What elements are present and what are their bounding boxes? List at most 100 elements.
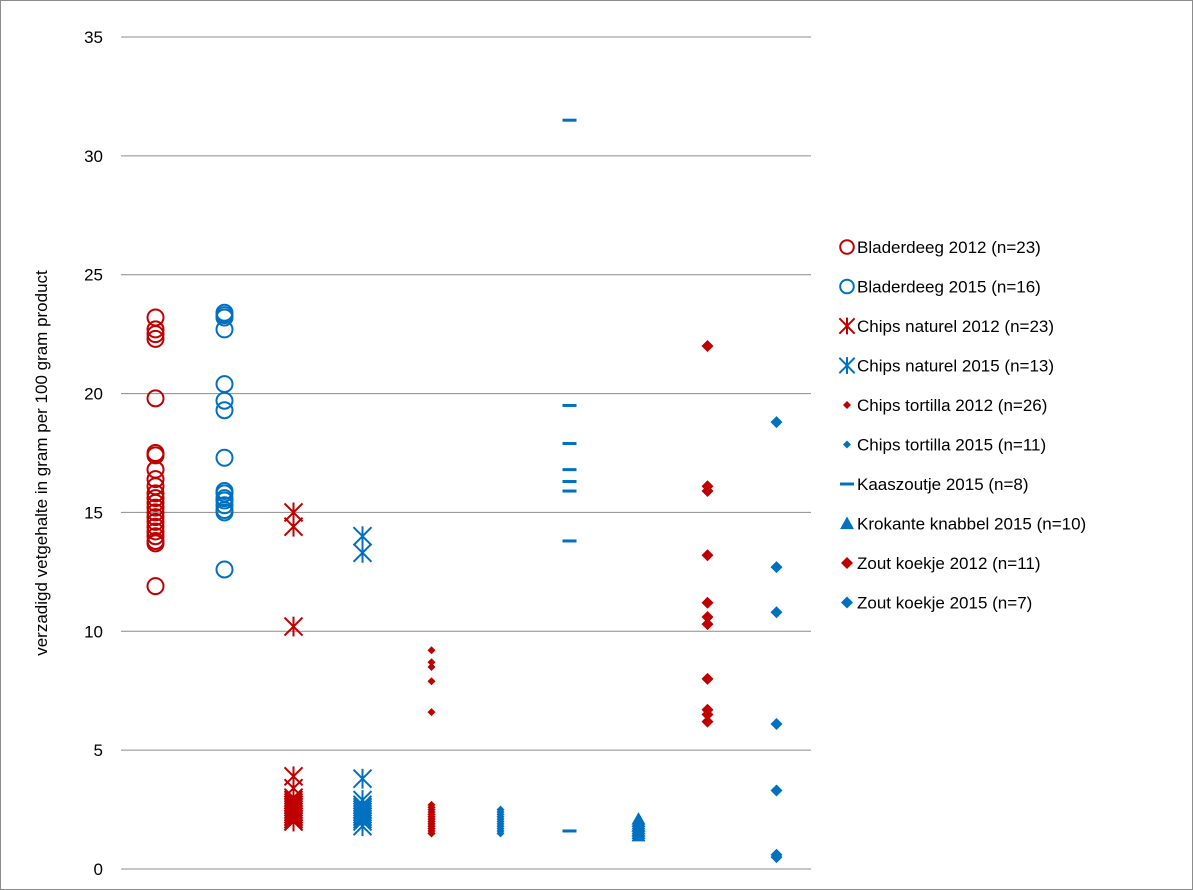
data-point (146, 522, 165, 541)
data-point (146, 320, 165, 339)
y-tick-label: 25 (84, 266, 103, 285)
data-point (701, 672, 714, 685)
legend-item: Chips naturel 2012 (n=23) (838, 317, 1054, 336)
data-point (562, 539, 577, 543)
data-point (146, 577, 165, 596)
data-point (701, 708, 714, 721)
legend-label: Bladerdeeg 2015 (n=16) (857, 278, 1041, 297)
data-point (146, 484, 165, 503)
data-points (146, 118, 783, 864)
y-tick-label: 20 (84, 385, 103, 404)
data-point (427, 708, 436, 717)
legend-marker (843, 440, 851, 449)
data-point (562, 118, 577, 122)
legend-item: Bladerdeeg 2012 (n=23) (839, 238, 1041, 257)
data-point (283, 616, 304, 637)
legend-label: Chips tortilla 2012 (n=26) (857, 396, 1047, 415)
legend-label: Bladerdeeg 2012 (n=23) (857, 238, 1041, 257)
data-point (283, 516, 304, 537)
legend-marker (841, 557, 853, 569)
data-point (427, 646, 436, 655)
data-point (215, 503, 234, 522)
data-point (215, 320, 234, 339)
data-point (146, 508, 165, 527)
y-tick-label: 35 (84, 28, 103, 47)
series-7 (562, 118, 577, 833)
legend-marker (843, 401, 851, 409)
y-axis-label: verzadigd vetgehalte in gram per 100 gra… (32, 270, 51, 656)
legend-label: Kaaszoutje 2015 (n=8) (857, 475, 1029, 494)
series-10 (770, 416, 783, 864)
series-1 (146, 308, 165, 596)
legend-marker (841, 596, 853, 609)
series-5 (427, 646, 436, 838)
legend-marker (839, 278, 855, 295)
data-point (427, 662, 436, 671)
series-8 (631, 812, 646, 842)
data-point (146, 498, 165, 517)
data-point (562, 403, 577, 407)
data-point (427, 829, 436, 838)
data-point (352, 768, 373, 789)
data-point (146, 489, 165, 508)
data-point (631, 828, 646, 842)
data-point (146, 329, 165, 348)
data-point (215, 560, 234, 579)
data-point (146, 493, 165, 512)
data-point (146, 446, 165, 465)
data-point (146, 527, 165, 546)
legend-item: Kaaszoutje 2015 (n=8) (840, 475, 1029, 494)
legend-marker (838, 357, 856, 374)
data-point (701, 340, 714, 353)
data-point (701, 618, 714, 631)
legend-label: Krokante knabbel 2015 (n=10) (857, 515, 1086, 534)
legend-label: Chips naturel 2012 (n=23) (857, 317, 1054, 336)
legend-marker (839, 239, 855, 255)
data-point (215, 448, 234, 467)
y-tick-label: 0 (94, 860, 103, 879)
data-point (427, 677, 436, 686)
series-6 (496, 805, 505, 838)
data-point (701, 715, 714, 728)
legend-marker (838, 317, 856, 335)
legend-item: Bladerdeeg 2015 (n=16) (839, 278, 1041, 297)
data-point (770, 717, 783, 730)
data-point (427, 658, 436, 667)
data-point (770, 561, 783, 574)
series-9 (701, 340, 714, 728)
data-point (770, 784, 783, 797)
data-point (496, 829, 505, 838)
data-point (701, 549, 714, 562)
legend-label: Zout koekje 2015 (n=7) (857, 594, 1032, 613)
data-point (562, 489, 577, 493)
data-point (562, 829, 577, 833)
data-point (562, 441, 577, 445)
legend-label: Chips tortilla 2015 (n=11) (857, 436, 1046, 455)
data-point (352, 526, 373, 547)
data-point (215, 401, 234, 420)
legend: Bladerdeeg 2012 (n=23) Bladerdeeg 2015 (n… (838, 238, 1086, 613)
data-point (283, 811, 304, 832)
legend-marker (840, 482, 854, 486)
data-point (770, 851, 783, 864)
data-point (146, 512, 165, 531)
y-axis-ticks: 0 5 10 15 20 25 30 35 (84, 28, 103, 879)
legend-item: Krokante knabbel 2015 (n=10) (840, 515, 1086, 534)
legend-item: Zout koekje 2012 (n=11) (841, 554, 1041, 573)
data-point (701, 485, 714, 498)
y-tick-label: 5 (94, 741, 103, 760)
data-point (701, 596, 714, 609)
data-point (701, 611, 714, 624)
legend-item: Chips tortilla 2012 (n=26) (843, 396, 1047, 415)
data-point (770, 416, 783, 429)
data-point (562, 480, 577, 484)
legend-item: Chips naturel 2015 (n=13) (838, 357, 1054, 376)
series-3 (283, 502, 304, 832)
legend-item: Chips tortilla 2015 (n=11) (843, 436, 1046, 455)
data-point (215, 375, 234, 394)
y-tick-label: 15 (84, 503, 103, 522)
data-point (146, 534, 165, 553)
data-point (215, 391, 234, 410)
